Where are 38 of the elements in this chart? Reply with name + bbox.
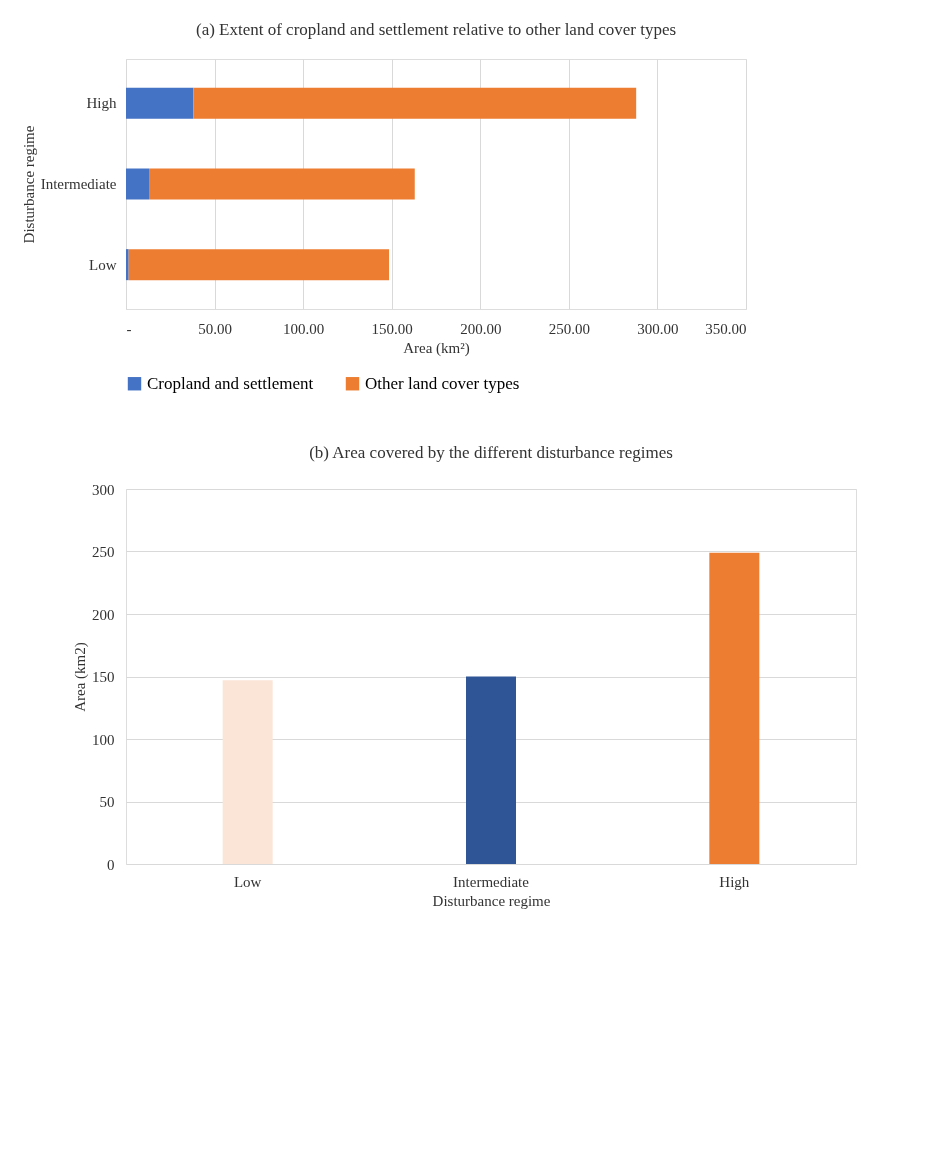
y-tick-label: 250	[92, 544, 115, 560]
bar	[466, 676, 516, 864]
bar	[193, 87, 637, 119]
y-tick-label: 100	[92, 731, 115, 748]
y-tick-label: Intermediate	[40, 176, 117, 192]
x-tick-label: 150.00	[371, 320, 413, 337]
x-tick-label: High	[719, 873, 750, 890]
y-tick-label: Low	[89, 256, 117, 273]
bar	[126, 87, 194, 119]
x-tick-label: -	[126, 320, 132, 337]
chart-title: (b) Area covered by the different disturbance regimes	[309, 443, 673, 462]
chart-title: (a) Extent of cropland and settlement relative to other land cover types	[195, 20, 677, 39]
y-axis-title: Disturbance regime	[20, 125, 37, 244]
y-tick-label: 150	[92, 669, 115, 685]
y-tick-label: 0	[107, 856, 115, 873]
x-tick-label: 350.00	[705, 320, 747, 337]
y-tick-label: High	[86, 95, 117, 112]
y-axis-title: Area (km2)	[72, 642, 89, 712]
bar	[126, 168, 150, 200]
bar	[128, 249, 390, 281]
bar	[126, 249, 129, 281]
bar	[709, 552, 760, 864]
legend-label: Cropland and settlement	[147, 373, 314, 393]
y-tick-label: 50	[99, 794, 115, 810]
y-tick-label: 300	[92, 481, 115, 498]
bar	[222, 680, 273, 864]
x-tick-label: Intermediate	[453, 873, 530, 890]
x-tick-label: Low	[233, 873, 262, 890]
y-tick-label: 200	[92, 606, 115, 623]
x-axis-title: Disturbance regime	[432, 892, 551, 909]
legend-label: Other land cover types	[365, 373, 520, 393]
x-tick-label: 50.00	[198, 320, 232, 337]
x-tick-label: 250.00	[548, 320, 590, 337]
x-tick-label: 300.00	[637, 320, 679, 337]
bar	[149, 168, 415, 200]
x-axis-title: Area (km²)	[403, 339, 470, 357]
x-tick-label: 200.00	[460, 320, 502, 337]
x-tick-label: 100.00	[283, 320, 325, 337]
